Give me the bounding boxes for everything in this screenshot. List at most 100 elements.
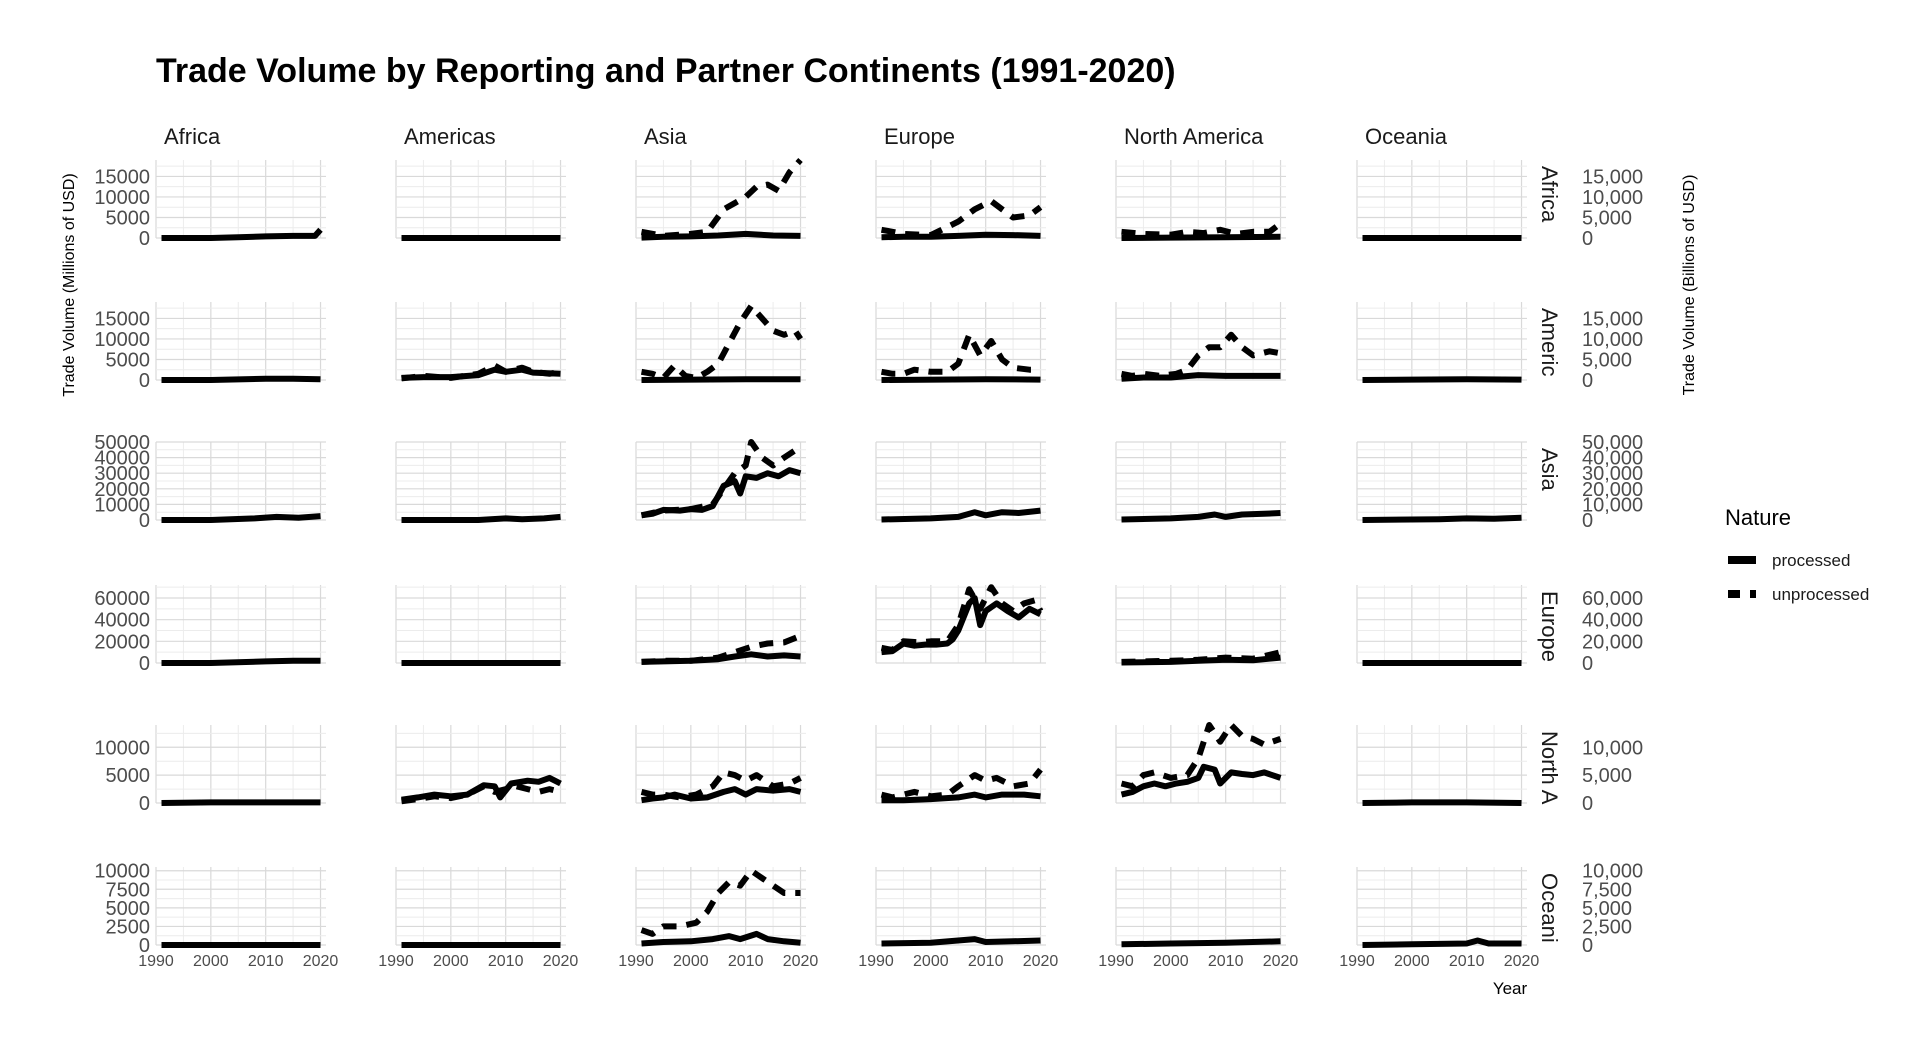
- row-strip-label: Africa: [1537, 166, 1562, 223]
- y-tick-label-left: 10000: [94, 861, 150, 883]
- series-line-processed: [881, 595, 1042, 656]
- chart-title: Trade Volume by Reporting and Partner Co…: [156, 52, 1176, 90]
- x-tick-label: 2010: [968, 953, 1004, 970]
- series-line-processed: [1362, 937, 1522, 948]
- legend-title: Nature: [1725, 505, 1791, 530]
- series-line-processed: [161, 657, 321, 666]
- y-tick-label-left: 5000: [106, 898, 151, 920]
- y-tick-label-right: 5,000: [1582, 898, 1632, 920]
- y-tick-label-right: 20,000: [1582, 479, 1643, 501]
- series-line-unprocessed: [640, 158, 803, 239]
- y-tick-label-right: 50,000: [1582, 432, 1643, 454]
- y-tick-label-right: 15,000: [1582, 166, 1643, 188]
- legend-label: unprocessed: [1772, 585, 1869, 604]
- y-tick-label-left: 0: [139, 653, 150, 675]
- series-line-unprocessed: [1120, 331, 1282, 379]
- y-tick-label-right: 2,500: [1582, 916, 1632, 938]
- y-tick-label-right: 60,000: [1582, 588, 1643, 610]
- series-line-processed: [161, 375, 321, 383]
- y-tick-label-right: 40,000: [1582, 610, 1643, 632]
- series-line-processed: [641, 930, 801, 947]
- series-line-processed: [401, 366, 561, 381]
- series-line-processed: [161, 799, 321, 806]
- row-strip-label: Europe: [1537, 591, 1562, 662]
- x-tick-label: 2020: [543, 953, 579, 970]
- x-tick-label: 2020: [303, 953, 339, 970]
- x-tick-label: 2000: [1394, 953, 1430, 970]
- series-line-processed: [641, 230, 801, 241]
- series-line-processed: [1362, 376, 1522, 383]
- x-tick-label: 2020: [1504, 953, 1540, 970]
- y-tick-label-left: 10000: [94, 494, 150, 516]
- y-tick-label-left: 0: [139, 370, 150, 392]
- x-tick-label: 2010: [248, 953, 284, 970]
- series-line-unprocessed: [1120, 722, 1282, 790]
- y-tick-label-left: 40000: [94, 448, 150, 470]
- y-tick-label-left: 10000: [94, 737, 150, 759]
- y-tick-label-right: 30,000: [1582, 463, 1643, 485]
- x-tick-label: 2000: [433, 953, 469, 970]
- series-line-processed: [641, 376, 801, 383]
- x-tick-label: 1990: [1339, 953, 1375, 970]
- y-tick-label-left: 5000: [106, 349, 151, 371]
- series-line-processed: [1121, 233, 1281, 241]
- x-tick-label: 2000: [193, 953, 229, 970]
- y-tick-label-right: 10,000: [1582, 861, 1643, 883]
- y-tick-label-right: 0: [1582, 935, 1593, 957]
- x-tick-label: 2010: [728, 953, 764, 970]
- x-tick-label: 2020: [1023, 953, 1059, 970]
- col-strip-label: North America: [1124, 124, 1264, 149]
- series-line-processed: [161, 227, 323, 241]
- series-line-processed: [881, 936, 1041, 947]
- y-tick-label-right: 0: [1582, 370, 1593, 392]
- col-strip-label: Asia: [644, 124, 688, 149]
- series-line-unprocessed: [880, 767, 1043, 801]
- series-line-processed: [1121, 510, 1281, 523]
- series-line-processed: [1121, 938, 1281, 948]
- row-strip-label: North A: [1537, 731, 1562, 805]
- y-tick-label-right: 10,000: [1582, 329, 1643, 351]
- y-tick-label-left: 0: [139, 510, 150, 532]
- x-tick-label: 2000: [673, 953, 709, 970]
- y-tick-label-left: 50000: [94, 432, 150, 454]
- x-tick-label: 1990: [858, 953, 894, 970]
- y-tick-label-right: 20,000: [1582, 631, 1643, 653]
- x-tick-label: 1990: [378, 953, 414, 970]
- x-tick-label: 1990: [1098, 953, 1134, 970]
- y-tick-label-right: 10,000: [1582, 187, 1643, 209]
- series-line-processed: [881, 507, 1041, 523]
- x-tick-label: 2010: [1208, 953, 1244, 970]
- y-tick-label-left: 0: [139, 935, 150, 957]
- row-strip-label: Asia: [1537, 448, 1562, 492]
- x-axis-title: Year: [1493, 979, 1528, 998]
- y-tick-label-left: 20000: [94, 631, 150, 653]
- y-tick-label-left: 60000: [94, 588, 150, 610]
- series-line-processed: [1120, 763, 1282, 798]
- series-line-processed: [1362, 514, 1522, 523]
- y-tick-label-left: 20000: [94, 479, 150, 501]
- y-tick-label-left: 15000: [94, 166, 150, 188]
- y-tick-label-right: 0: [1582, 228, 1593, 250]
- y-axis-title-right: Trade Volume (Billions of USD): [1681, 175, 1698, 396]
- col-strip-label: Oceania: [1365, 124, 1448, 149]
- col-strip-label: Americas: [404, 124, 496, 149]
- y-tick-label-right: 7,500: [1582, 879, 1632, 901]
- y-tick-label-left: 7500: [106, 879, 151, 901]
- y-tick-label-right: 5,000: [1582, 207, 1632, 229]
- series-line-processed: [161, 513, 321, 523]
- x-tick-label: 1990: [138, 953, 174, 970]
- series-line-unprocessed: [640, 769, 802, 801]
- y-axis-title-left: Trade Volume (Millions of USD): [61, 173, 78, 396]
- y-tick-label-left: 10000: [94, 187, 150, 209]
- series-line-unprocessed: [640, 303, 803, 381]
- series-line-processed: [1121, 372, 1281, 382]
- row-strip-label: Americ: [1537, 308, 1562, 376]
- y-tick-label-left: 30000: [94, 463, 150, 485]
- series-line-processed: [401, 774, 562, 803]
- x-tick-label: 2000: [913, 953, 949, 970]
- series-line-processed: [1121, 654, 1281, 666]
- series-line-processed: [881, 231, 1041, 241]
- legend-label: processed: [1772, 551, 1850, 570]
- x-tick-label: 2010: [488, 953, 524, 970]
